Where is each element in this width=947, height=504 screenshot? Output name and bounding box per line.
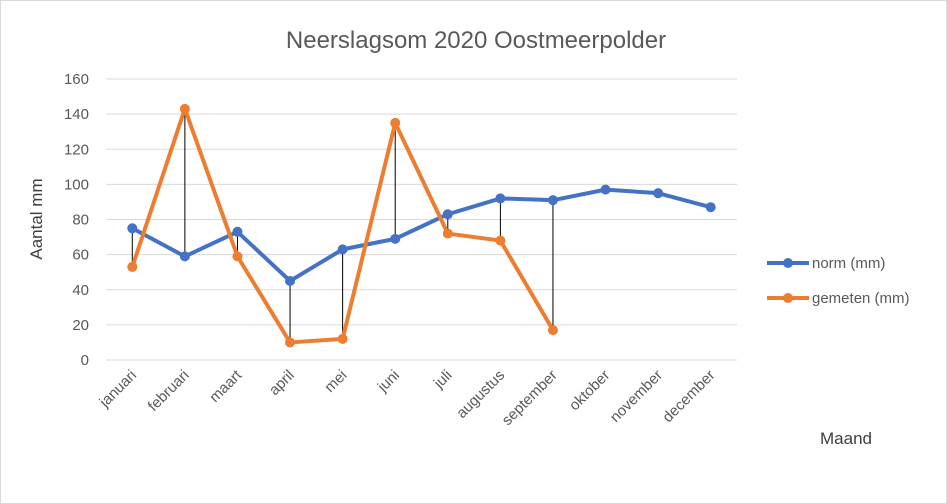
x-tick-label: maart — [206, 366, 246, 406]
data-point-gemeten — [127, 261, 138, 272]
x-tick-label: november — [607, 367, 666, 426]
data-point-norm — [705, 202, 716, 213]
data-point-norm — [390, 233, 401, 244]
y-tick-label: 100 — [64, 176, 89, 193]
x-tick-label: april — [266, 367, 298, 399]
y-tick-label: 80 — [72, 212, 89, 229]
x-tick-label: oktober — [566, 367, 613, 414]
data-point-gemeten — [285, 337, 296, 348]
x-tick-label: augustus — [453, 367, 508, 422]
x-tick-label: mei — [321, 367, 350, 396]
data-point-norm — [285, 275, 296, 286]
data-point-gemeten — [232, 251, 243, 262]
data-point-norm — [232, 226, 243, 237]
chart-title: Neerslagsom 2020 Oostmeerpolder — [286, 27, 666, 54]
legend-marker-norm — [783, 258, 793, 268]
x-tick-label: februari — [145, 367, 193, 415]
data-point-gemeten — [495, 235, 506, 246]
x-tick-label: juli — [430, 367, 456, 393]
y-axis-label: Aantal mm — [27, 178, 46, 259]
series-points — [127, 103, 716, 348]
data-point-norm — [337, 244, 348, 255]
data-point-gemeten — [442, 228, 453, 239]
y-tick-label: 160 — [64, 71, 89, 88]
legend-label-norm: norm (mm) — [812, 255, 885, 272]
y-tick-label: 120 — [64, 141, 89, 158]
y-tick-label: 40 — [72, 282, 89, 299]
data-point-gemeten — [390, 117, 401, 128]
legend-marker-gemeten — [783, 293, 793, 303]
x-tick-label: december — [659, 367, 718, 426]
series-lines — [130, 106, 713, 345]
x-tick-label: juni — [374, 367, 403, 396]
data-point-norm — [600, 184, 611, 195]
data-point-norm — [547, 195, 558, 206]
data-point-norm — [653, 188, 664, 199]
y-axis-ticks: 0 20 40 60 80 100 120 140 160 — [64, 71, 89, 369]
x-axis-ticks: januari februari maart april mei juni juliaugu… — [96, 366, 719, 429]
legend-label-gemeten: gemeten (mm) — [812, 290, 910, 307]
data-point-gemeten — [179, 103, 190, 114]
y-tick-label: 140 — [64, 106, 89, 123]
data-point-norm — [127, 223, 138, 234]
data-point-norm — [495, 193, 506, 204]
data-point-norm — [442, 209, 453, 220]
y-tick-label: 60 — [72, 247, 89, 264]
gridlines — [106, 78, 737, 361]
data-point-gemeten — [337, 333, 348, 344]
x-axis-label: Maand — [820, 429, 872, 448]
data-point-gemeten — [547, 325, 558, 336]
x-tick-label: september — [499, 367, 561, 429]
x-tick-label: januari — [96, 367, 141, 412]
legend: norm (mm) gemeten (mm) — [767, 255, 910, 307]
y-tick-label: 20 — [72, 317, 89, 334]
y-tick-label: 0 — [81, 352, 89, 369]
data-point-norm — [179, 251, 190, 262]
